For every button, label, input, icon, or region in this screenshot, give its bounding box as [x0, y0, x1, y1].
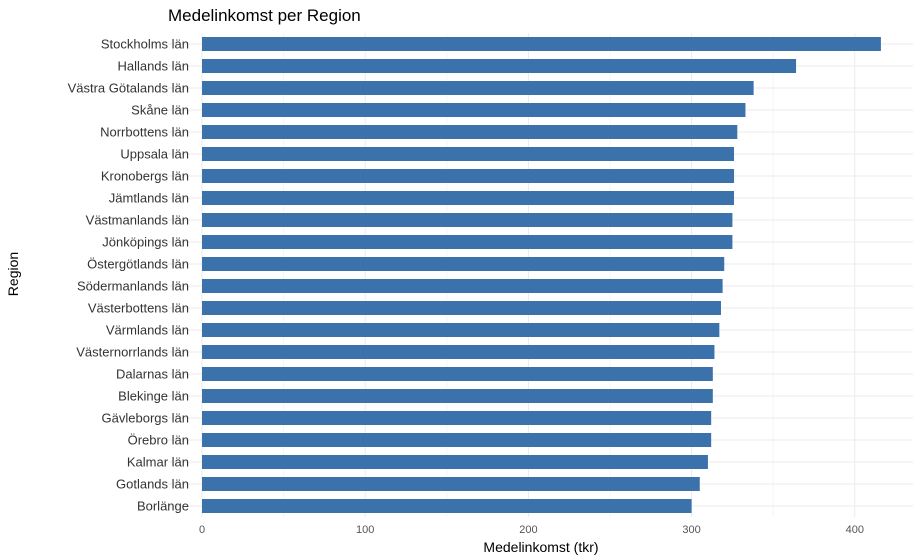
bar — [202, 103, 746, 117]
bar — [202, 367, 713, 381]
x-axis-tick-labels: 0 100 200 300 400 — [199, 524, 864, 536]
bar — [202, 499, 692, 513]
y-tick-label: Norrbottens län — [100, 125, 189, 140]
y-tick-label: Borlänge — [137, 499, 189, 514]
y-tick-label: Dalarnas län — [116, 367, 189, 382]
x-tick-label: 300 — [682, 524, 700, 536]
bar — [202, 147, 735, 161]
y-tick-label: Västerbottens län — [88, 301, 189, 316]
x-tick-label: 400 — [846, 524, 864, 536]
y-tick-label: Uppsala län — [120, 147, 189, 162]
y-tick-label: Kalmar län — [127, 455, 189, 470]
bar — [202, 191, 735, 205]
y-tick-label: Värmlands län — [106, 323, 189, 338]
bar — [202, 235, 733, 249]
y-tick-label: Hallands län — [117, 59, 189, 74]
bar — [202, 455, 708, 469]
bar — [202, 169, 735, 183]
bar — [202, 257, 725, 271]
bar — [202, 389, 713, 403]
y-tick-label: Örebro län — [128, 433, 189, 448]
y-tick-label: Kronobergs län — [101, 169, 189, 184]
y-axis-tick-labels: Stockholms län Hallands län Västra Götalan… — [68, 37, 189, 514]
y-tick-label: Stockholms län — [101, 37, 189, 52]
y-tick-label: Jämtlands län — [109, 191, 189, 206]
bars — [202, 37, 881, 513]
bar — [202, 433, 712, 447]
bar — [202, 477, 700, 491]
y-tick-label: Västernorrlands län — [76, 345, 189, 360]
y-tick-label: Västmanlands län — [86, 213, 189, 228]
bar — [202, 37, 881, 51]
bar — [202, 125, 738, 139]
y-tick-label: Skåne län — [131, 103, 189, 118]
y-tick-label: Gävleborgs län — [102, 411, 189, 426]
bar — [202, 411, 712, 425]
bar — [202, 323, 720, 337]
bar — [202, 301, 721, 315]
x-tick-label: 200 — [519, 524, 537, 536]
bar — [202, 81, 754, 95]
x-tick-label: 100 — [356, 524, 374, 536]
bar — [202, 279, 723, 293]
bar — [202, 213, 733, 227]
y-tick-label: Östergötlands län — [87, 257, 189, 272]
y-tick-label: Blekinge län — [118, 389, 189, 404]
y-tick-label: Gotlands län — [116, 477, 189, 492]
bar — [202, 59, 797, 73]
y-tick-label: Jönköpings län — [102, 235, 189, 250]
chart-title: Medelinkomst per Region — [168, 6, 361, 25]
y-axis-title: Region — [5, 252, 21, 296]
y-tick-label: Södermanlands län — [77, 279, 189, 294]
x-tick-label: 0 — [199, 524, 205, 536]
y-tick-label: Västra Götalands län — [68, 81, 189, 96]
bar — [202, 345, 715, 359]
x-axis-title: Medelinkomst (tkr) — [483, 539, 598, 555]
